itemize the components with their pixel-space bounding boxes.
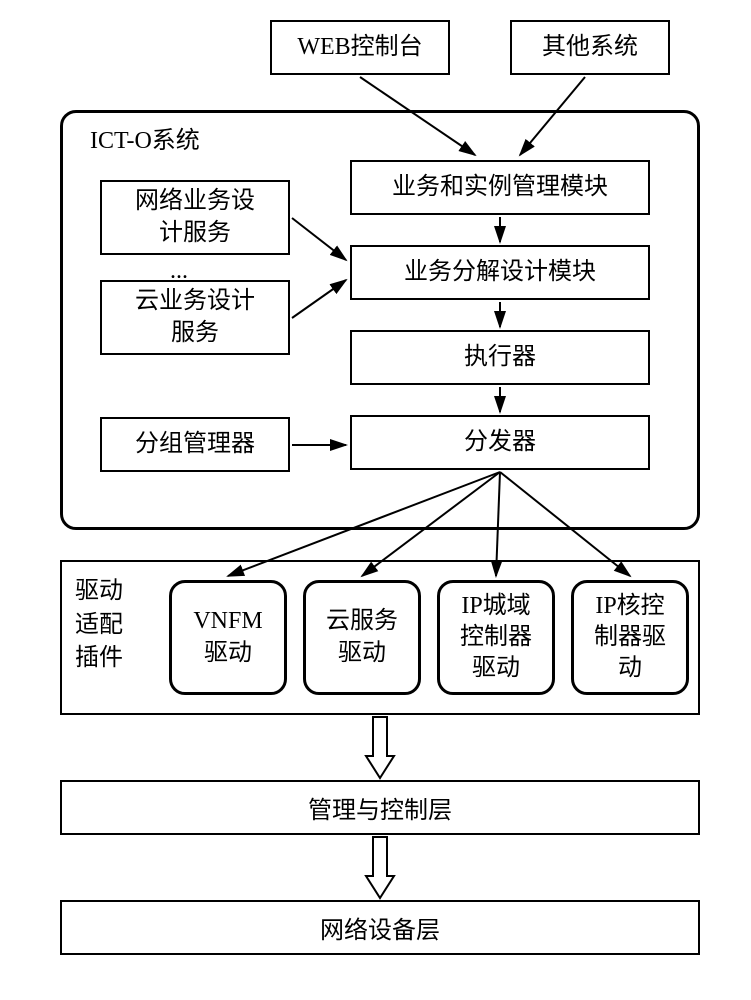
other-systems-box: 其他系统 bbox=[510, 20, 670, 75]
driver-item-0: VNFM驱动 bbox=[169, 580, 287, 695]
web-console-box: WEB控制台 bbox=[270, 20, 450, 75]
cloud-service-design-box: 云业务设计服务 bbox=[100, 280, 290, 355]
driver-item-1: 云服务驱动 bbox=[303, 580, 421, 695]
driver-adapter-label: 驱动适配插件 bbox=[75, 575, 123, 676]
ict-o-title: ICT-O系统 bbox=[90, 120, 200, 155]
group-manager-box: 分组管理器 bbox=[100, 417, 290, 472]
service-decompose-design-box: 业务分解设计模块 bbox=[350, 245, 650, 300]
mgmt-control-layer: 管理与控制层 bbox=[60, 780, 700, 835]
dispatcher-box: 分发器 bbox=[350, 415, 650, 470]
driver-item-2: IP城域控制器驱动 bbox=[437, 580, 555, 695]
network-service-design-box: 网络业务设计服务 bbox=[100, 180, 290, 255]
executor-box: 执行器 bbox=[350, 330, 650, 385]
ict-architecture-diagram: WEB控制台其他系统ICT-O系统...业务和实例管理模块网络业务设计服务云业务… bbox=[20, 20, 731, 980]
service-instance-mgmt-box: 业务和实例管理模块 bbox=[350, 160, 650, 215]
network-device-layer: 网络设备层 bbox=[60, 900, 700, 955]
driver-item-3: IP核控制器驱动 bbox=[571, 580, 689, 695]
